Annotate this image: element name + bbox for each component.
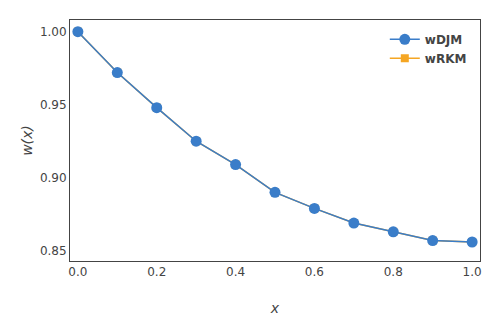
svg-text:w(x): w(x) — [19, 125, 35, 156]
svg-text:0.85: 0.85 — [40, 244, 67, 258]
svg-text:x: x — [270, 300, 280, 316]
svg-text:wRKM: wRKM — [425, 52, 467, 66]
svg-text:0.0: 0.0 — [68, 265, 87, 279]
svg-text:1.0: 1.0 — [463, 265, 482, 279]
svg-text:1.00: 1.00 — [40, 25, 67, 39]
svg-text:0.4: 0.4 — [226, 265, 245, 279]
svg-text:0.90: 0.90 — [40, 171, 67, 185]
svg-text:0.6: 0.6 — [305, 265, 324, 279]
svg-text:0.8: 0.8 — [384, 265, 403, 279]
svg-text:0.2: 0.2 — [147, 265, 166, 279]
svg-text:0.95: 0.95 — [40, 98, 67, 112]
svg-text:wDJM: wDJM — [425, 33, 462, 47]
